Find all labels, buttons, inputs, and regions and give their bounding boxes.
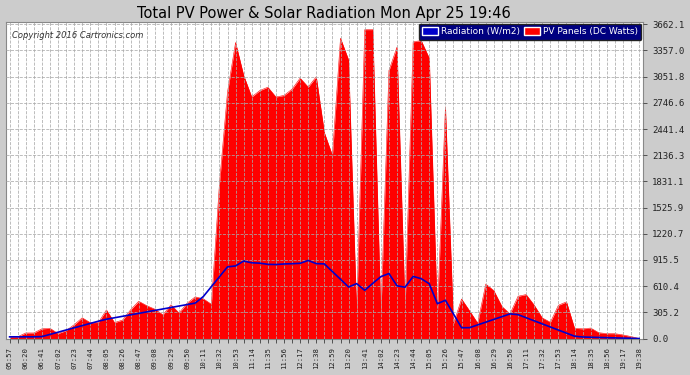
- Legend: Radiation (W/m2), PV Panels (DC Watts): Radiation (W/m2), PV Panels (DC Watts): [419, 24, 642, 40]
- Title: Total PV Power & Solar Radiation Mon Apr 25 19:46: Total PV Power & Solar Radiation Mon Apr…: [137, 6, 511, 21]
- Text: Copyright 2016 Cartronics.com: Copyright 2016 Cartronics.com: [12, 31, 144, 40]
